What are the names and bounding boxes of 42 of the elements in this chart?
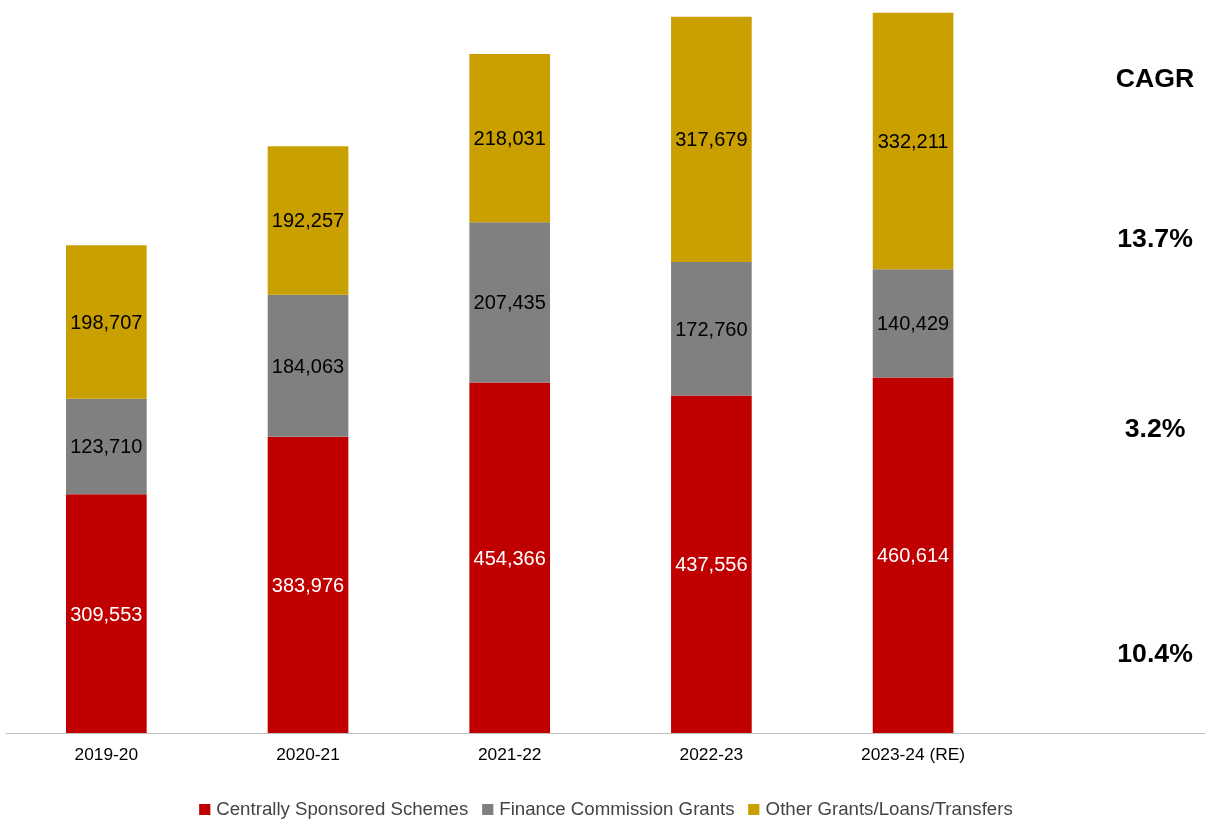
data-label: 317,679 [675,128,748,151]
bar [267,294,349,437]
data-label: 309,553 [70,602,143,625]
legend-label: Centrally Sponsored Schemes [216,798,469,820]
text: 3.2% [1124,412,1186,443]
data-label: 192,257 [271,209,345,232]
bar [66,494,147,734]
data-label: 332,211 [877,129,949,152]
data-label: 383,976 [271,573,345,596]
text: CAGR [1115,63,1195,94]
bar [872,269,954,378]
data-label: 198,707 [70,311,143,333]
data-label: 454,366 [473,546,546,569]
text: 13.7% [1117,223,1193,254]
bar [469,222,551,383]
legend-label: Finance Commission Grants [499,798,735,820]
text: 10.4% [1117,638,1193,669]
legend-label: Other Grants/Loans/Transfers [765,798,1013,820]
data-label: 437,556 [675,553,748,576]
data-label: 140,429 [876,312,950,335]
bar [66,245,147,399]
x-tick-label: 2022-23 [679,744,744,765]
bar [671,395,752,734]
x-tick-label: 2023-24 (RE) [861,744,966,765]
bar [66,398,147,495]
bar [872,377,954,734]
bar [267,146,349,295]
bar [872,12,954,270]
bar [671,16,752,263]
data-label: 460,614 [876,544,950,567]
x-tick-label: 2020-21 [276,744,340,765]
data-label: 123,710 [70,435,143,458]
x-tick-label: 2019-20 [74,744,139,765]
data-label: 184,063 [271,354,345,377]
x-tick-label: 2021-22 [477,744,542,765]
bar [469,53,551,223]
bar [671,262,752,396]
data-label: 218,031 [473,127,546,150]
data-label: 172,760 [675,317,748,340]
bar [469,382,551,734]
bar [267,436,349,734]
data-label: 207,435 [473,291,546,314]
